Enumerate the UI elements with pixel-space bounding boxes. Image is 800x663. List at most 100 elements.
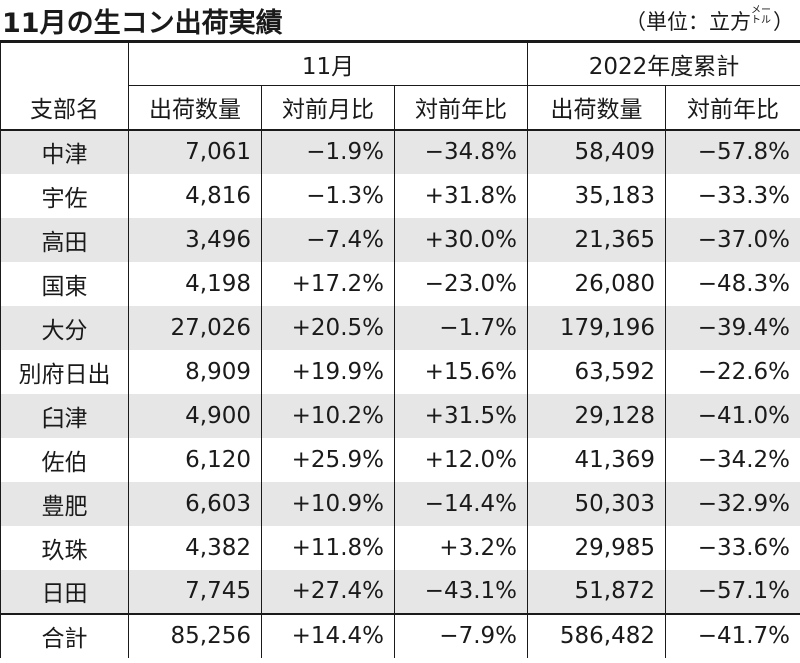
page-title: 11月の生コン出荷実績 xyxy=(2,8,283,39)
month-volume-cell: 3,496 xyxy=(128,217,262,262)
month-volume-cell: 4,198 xyxy=(128,261,262,306)
month-volume-cell: 6,603 xyxy=(128,481,262,526)
table-row: 別府日出 8,909 +19.9% +15.6% 63,592 −22.6% xyxy=(0,349,800,394)
branch-name-cell: 臼津 xyxy=(0,393,129,438)
cumulative-volume-cell: 21,365 xyxy=(527,217,667,262)
table-row: 国東 4,198 +17.2% −23.0% 26,080 −48.3% xyxy=(0,261,800,306)
group-header-row: 11月 2022年度累計 xyxy=(0,41,800,86)
month-vs-prev-month-cell: +25.9% xyxy=(261,437,395,482)
cumulative-volume-cell: 35,183 xyxy=(527,173,667,218)
month-vs-prev-year-cell: −1.7% xyxy=(393,305,529,350)
month-volume-cell: 7,745 xyxy=(128,569,262,614)
unit-prefix: （単位：立方 xyxy=(625,10,751,34)
month-vs-prev-year-cell: +15.6% xyxy=(393,349,529,394)
table-row: 高田 3,496 −7.4% +30.0% 21,365 −37.0% xyxy=(0,217,800,262)
branch-name-cell: 中津 xyxy=(0,129,129,174)
month-vs-prev-year-cell: −34.8% xyxy=(393,129,529,174)
shipment-table: 11月 2022年度累計 支部名 出荷数量 対前月比 対前年比 出荷数量 対前年… xyxy=(0,40,800,658)
branch-name-cell: 玖珠 xyxy=(0,525,129,570)
column-header-month-vs-prev-month: 対前月比 xyxy=(261,85,395,131)
table-row: 佐伯 6,120 +25.9% +12.0% 41,369 −34.2% xyxy=(0,437,800,482)
branch-name-cell: 別府日出 xyxy=(0,349,129,394)
month-vs-prev-year-cell: +31.8% xyxy=(393,173,529,218)
cumulative-vs-prev-year-cell: −48.3% xyxy=(665,261,800,306)
cumulative-volume-cell: 26,080 xyxy=(527,261,667,306)
month-vs-prev-year-cell: +31.5% xyxy=(393,393,529,438)
column-header-branch: 支部名 xyxy=(0,85,129,131)
total-month-volume-cell: 85,256 xyxy=(128,612,262,658)
cumulative-vs-prev-year-cell: −39.4% xyxy=(665,305,800,350)
total-cumulative-vs-prev-year-cell: −41.7% xyxy=(665,612,800,658)
cumulative-vs-prev-year-cell: −33.3% xyxy=(665,173,800,218)
table-row: 日田 7,745 +27.4% −43.1% 51,872 −57.1% xyxy=(0,569,800,614)
month-volume-cell: 8,909 xyxy=(128,349,262,394)
cumulative-vs-prev-year-cell: −57.1% xyxy=(665,569,800,614)
table-row: 臼津 4,900 +10.2% +31.5% 29,128 −41.0% xyxy=(0,393,800,438)
month-vs-prev-month-cell: +10.2% xyxy=(261,393,395,438)
branch-name-cell: 国東 xyxy=(0,261,129,306)
month-vs-prev-month-cell: −7.4% xyxy=(261,217,395,262)
month-vs-prev-month-cell: +20.5% xyxy=(261,305,395,350)
group-header-month: 11月 xyxy=(127,41,529,86)
month-vs-prev-year-cell: +30.0% xyxy=(393,217,529,262)
cumulative-volume-cell: 29,128 xyxy=(527,393,667,438)
group-header-cumulative: 2022年度累計 xyxy=(527,41,800,86)
header-blank-cell xyxy=(0,41,129,86)
total-row: 合計 85,256 +14.4% −7.9% 586,482 −41.7% xyxy=(0,612,800,658)
cumulative-volume-cell: 51,872 xyxy=(527,569,667,614)
month-volume-cell: 4,900 xyxy=(128,393,262,438)
month-vs-prev-month-cell: +11.8% xyxy=(261,525,395,570)
cumulative-vs-prev-year-cell: −37.0% xyxy=(665,217,800,262)
month-volume-cell: 6,120 xyxy=(128,437,262,482)
cumulative-vs-prev-year-cell: −41.0% xyxy=(665,393,800,438)
unit-small: メートル xyxy=(751,5,771,26)
column-header-cumulative-vs-prev-year: 対前年比 xyxy=(665,85,800,131)
month-vs-prev-year-cell: +12.0% xyxy=(393,437,529,482)
unit-note: （単位：立方メートル） xyxy=(625,6,794,36)
cumulative-vs-prev-year-cell: −34.2% xyxy=(665,437,800,482)
cumulative-volume-cell: 63,592 xyxy=(527,349,667,394)
branch-name-cell: 日田 xyxy=(0,569,129,614)
column-header-month-vs-prev-year: 対前年比 xyxy=(393,85,529,131)
column-header-month-volume: 出荷数量 xyxy=(128,85,262,131)
total-label-cell: 合計 xyxy=(0,612,129,658)
table-row: 中津 7,061 −1.9% −34.8% 58,409 −57.8% xyxy=(0,129,800,174)
month-volume-cell: 4,816 xyxy=(128,173,262,218)
table-row: 宇佐 4,816 −1.3% +31.8% 35,183 −33.3% xyxy=(0,173,800,218)
cumulative-volume-cell: 50,303 xyxy=(527,481,667,526)
table-row: 豊肥 6,603 +10.9% −14.4% 50,303 −32.9% xyxy=(0,481,800,526)
month-vs-prev-year-cell: +3.2% xyxy=(393,525,529,570)
branch-name-cell: 豊肥 xyxy=(0,481,129,526)
month-vs-prev-month-cell: +17.2% xyxy=(261,261,395,306)
total-month-vs-prev-month-cell: +14.4% xyxy=(261,612,395,658)
month-vs-prev-month-cell: −1.9% xyxy=(261,129,395,174)
unit-suffix: ） xyxy=(773,10,794,34)
cumulative-vs-prev-year-cell: −32.9% xyxy=(665,481,800,526)
table-body: 中津 7,061 −1.9% −34.8% 58,409 −57.8% 宇佐 4… xyxy=(0,129,800,658)
cumulative-volume-cell: 179,196 xyxy=(527,305,667,350)
cumulative-volume-cell: 29,985 xyxy=(527,525,667,570)
branch-name-cell: 大分 xyxy=(0,305,129,350)
month-vs-prev-year-cell: −23.0% xyxy=(393,261,529,306)
title-bar: 11月の生コン出荷実績 （単位：立方メートル） xyxy=(0,0,800,40)
table-row: 大分 27,026 +20.5% −1.7% 179,196 −39.4% xyxy=(0,305,800,350)
month-volume-cell: 27,026 xyxy=(128,305,262,350)
month-volume-cell: 7,061 xyxy=(128,129,262,174)
month-vs-prev-month-cell: +10.9% xyxy=(261,481,395,526)
month-vs-prev-year-cell: −43.1% xyxy=(393,569,529,614)
month-vs-prev-year-cell: −14.4% xyxy=(393,481,529,526)
column-header-row: 支部名 出荷数量 対前月比 対前年比 出荷数量 対前年比 xyxy=(0,85,800,131)
table-row: 玖珠 4,382 +11.8% +3.2% 29,985 −33.6% xyxy=(0,525,800,570)
branch-name-cell: 高田 xyxy=(0,217,129,262)
cumulative-volume-cell: 58,409 xyxy=(527,129,667,174)
cumulative-vs-prev-year-cell: −57.8% xyxy=(665,129,800,174)
total-cumulative-volume-cell: 586,482 xyxy=(527,612,667,658)
month-volume-cell: 4,382 xyxy=(128,525,262,570)
branch-name-cell: 宇佐 xyxy=(0,173,129,218)
month-vs-prev-month-cell: +19.9% xyxy=(261,349,395,394)
month-vs-prev-month-cell: −1.3% xyxy=(261,173,395,218)
cumulative-vs-prev-year-cell: −22.6% xyxy=(665,349,800,394)
branch-name-cell: 佐伯 xyxy=(0,437,129,482)
cumulative-volume-cell: 41,369 xyxy=(527,437,667,482)
total-month-vs-prev-year-cell: −7.9% xyxy=(393,612,529,658)
